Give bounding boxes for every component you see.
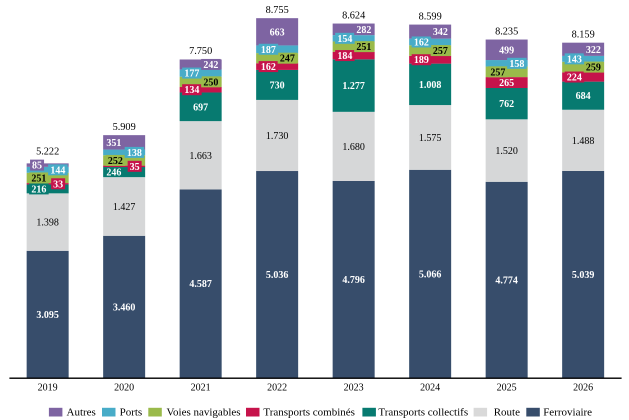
svg-text:8.159: 8.159: [572, 30, 595, 41]
svg-text:5.039: 5.039: [572, 270, 595, 281]
svg-text:265: 265: [499, 78, 514, 89]
svg-text:138: 138: [127, 148, 142, 159]
svg-text:5.066: 5.066: [419, 269, 442, 280]
svg-text:184: 184: [337, 51, 352, 62]
svg-text:1.488: 1.488: [572, 136, 595, 147]
svg-text:351: 351: [106, 138, 121, 149]
svg-text:342: 342: [433, 27, 448, 38]
svg-text:1.008: 1.008: [419, 80, 442, 91]
svg-text:730: 730: [270, 80, 285, 91]
svg-text:2024: 2024: [420, 383, 440, 394]
svg-text:2025: 2025: [497, 383, 517, 394]
svg-text:762: 762: [499, 99, 514, 110]
svg-text:1.730: 1.730: [266, 131, 289, 142]
svg-text:85: 85: [32, 161, 42, 172]
svg-text:282: 282: [356, 25, 371, 36]
svg-text:224: 224: [567, 73, 582, 84]
svg-text:216: 216: [31, 184, 46, 195]
svg-text:2021: 2021: [191, 383, 211, 394]
svg-text:1.427: 1.427: [113, 202, 136, 213]
svg-text:4.796: 4.796: [342, 275, 365, 286]
svg-text:35: 35: [130, 162, 140, 173]
svg-text:250: 250: [203, 77, 218, 88]
svg-text:33: 33: [53, 179, 63, 190]
svg-text:154: 154: [337, 34, 352, 45]
svg-text:7.750: 7.750: [189, 46, 212, 57]
svg-text:134: 134: [184, 85, 199, 96]
svg-text:189: 189: [414, 55, 429, 66]
svg-text:2020: 2020: [114, 383, 134, 394]
svg-text:663: 663: [270, 27, 285, 38]
svg-text:2022: 2022: [267, 383, 287, 394]
svg-text:Ports: Ports: [120, 407, 143, 419]
svg-text:162: 162: [414, 37, 429, 48]
svg-text:257: 257: [490, 67, 505, 78]
svg-text:251: 251: [356, 42, 371, 53]
svg-text:251: 251: [31, 173, 46, 184]
svg-text:1.680: 1.680: [342, 142, 365, 153]
svg-text:322: 322: [586, 45, 601, 56]
svg-text:246: 246: [106, 168, 121, 179]
svg-text:5.222: 5.222: [36, 147, 59, 158]
svg-text:4.774: 4.774: [495, 275, 518, 286]
svg-text:Transports combinés: Transports combinés: [263, 407, 355, 419]
svg-text:Autres: Autres: [67, 407, 96, 419]
svg-text:2026: 2026: [573, 383, 593, 394]
svg-text:143: 143: [567, 54, 582, 65]
svg-text:4.587: 4.587: [189, 279, 212, 290]
svg-text:8.599: 8.599: [419, 11, 442, 22]
svg-text:499: 499: [499, 45, 514, 56]
svg-text:252: 252: [108, 156, 123, 167]
svg-text:Transports collectifs: Transports collectifs: [378, 407, 468, 419]
svg-text:1.575: 1.575: [419, 133, 442, 144]
svg-text:1.398: 1.398: [36, 218, 59, 229]
svg-text:2023: 2023: [344, 383, 364, 394]
svg-text:3.095: 3.095: [36, 310, 59, 321]
svg-text:247: 247: [280, 54, 295, 65]
svg-text:Route: Route: [494, 407, 520, 419]
svg-text:1.520: 1.520: [495, 146, 518, 157]
svg-text:2019: 2019: [38, 383, 58, 394]
svg-text:177: 177: [184, 69, 199, 80]
svg-text:257: 257: [433, 46, 448, 57]
svg-text:187: 187: [261, 45, 276, 56]
svg-text:1.663: 1.663: [189, 151, 212, 162]
svg-text:3.460: 3.460: [113, 302, 136, 313]
svg-text:8.624: 8.624: [342, 10, 365, 21]
svg-text:1.277: 1.277: [342, 81, 365, 92]
svg-text:259: 259: [586, 63, 601, 74]
svg-text:Ferroviaire: Ferroviaire: [543, 407, 592, 419]
svg-text:144: 144: [50, 165, 65, 176]
svg-text:162: 162: [261, 62, 276, 73]
svg-text:684: 684: [576, 91, 591, 102]
svg-text:697: 697: [193, 102, 208, 113]
svg-text:158: 158: [509, 59, 524, 70]
svg-text:242: 242: [203, 60, 218, 71]
svg-text:5.909: 5.909: [113, 122, 136, 133]
svg-text:8.235: 8.235: [495, 26, 518, 37]
svg-text:5.036: 5.036: [266, 270, 289, 281]
svg-text:Voies navigables: Voies navigables: [167, 407, 241, 419]
svg-text:8.755: 8.755: [266, 5, 289, 16]
